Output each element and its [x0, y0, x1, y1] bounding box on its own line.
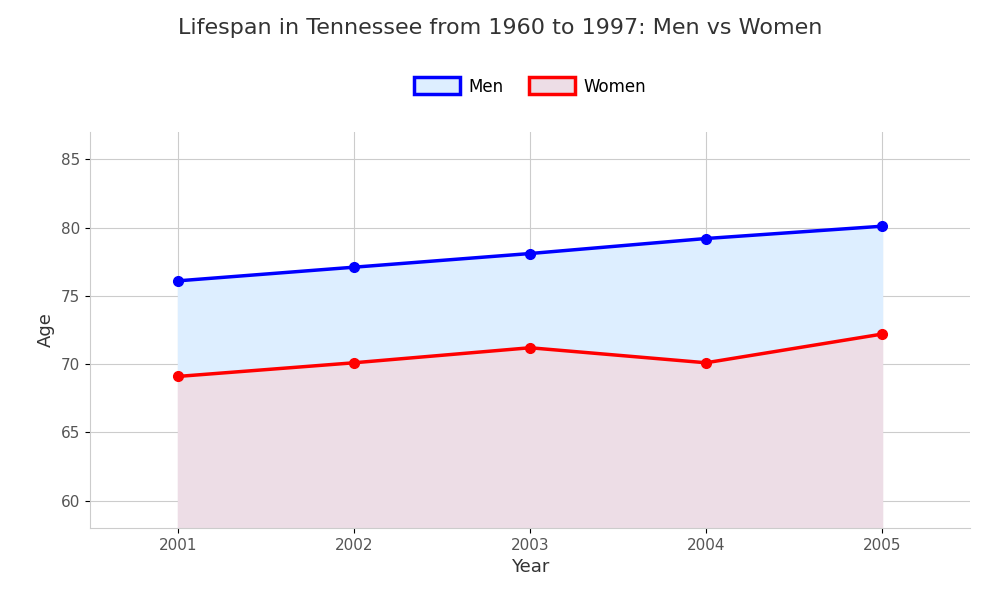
Line: Women: Women [173, 329, 887, 381]
Line: Men: Men [173, 221, 887, 286]
Legend: Men, Women: Men, Women [405, 69, 655, 104]
Men [876, 223, 888, 230]
Women [876, 331, 888, 338]
Men [524, 250, 536, 257]
X-axis label: Year: Year [511, 558, 549, 576]
Women [172, 373, 184, 380]
Women [700, 359, 712, 367]
Women [524, 344, 536, 352]
Y-axis label: Age: Age [37, 313, 55, 347]
Men [172, 277, 184, 284]
Text: Lifespan in Tennessee from 1960 to 1997: Men vs Women: Lifespan in Tennessee from 1960 to 1997:… [178, 18, 822, 38]
Men [700, 235, 712, 242]
Men [348, 263, 360, 271]
Women [348, 359, 360, 367]
